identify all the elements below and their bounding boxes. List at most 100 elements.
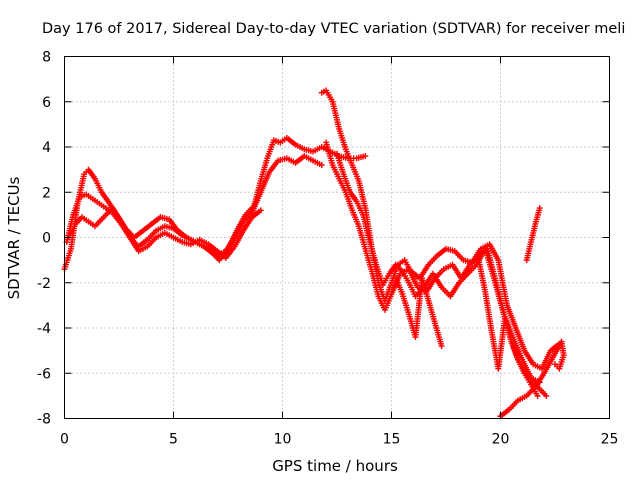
data-trace [522, 372, 533, 386]
axis-ticks [64, 56, 610, 419]
series-track-6 [334, 153, 548, 398]
data-point [362, 205, 369, 212]
data-point [514, 397, 521, 404]
data-trace [133, 229, 145, 240]
data-trace [241, 216, 254, 232]
data-trace [482, 291, 495, 334]
x-tick-label: 0 [60, 432, 69, 448]
data-trace [324, 89, 335, 103]
data-trace [355, 153, 367, 161]
data-point [362, 153, 369, 160]
data-point [412, 334, 419, 341]
data-point [405, 279, 412, 286]
data-trace [224, 236, 237, 253]
data-point [179, 239, 186, 246]
data-point [482, 288, 489, 295]
data-point [558, 338, 565, 345]
data-point [334, 150, 340, 157]
data-trace [87, 220, 96, 228]
data-trace [190, 237, 201, 247]
data-point [451, 248, 458, 255]
data-trace [137, 238, 149, 249]
y-axis-label: SDTVAR / TECUs [5, 176, 23, 299]
data-trace [294, 142, 306, 152]
data-point [530, 361, 537, 368]
y-tick-label: -8 [37, 412, 51, 428]
data-point [205, 241, 212, 248]
data-point [541, 370, 548, 377]
y-tick-label: 0 [42, 231, 51, 247]
data-point [501, 315, 508, 322]
data-point [329, 162, 336, 169]
data-trace [381, 272, 392, 286]
data-point [92, 223, 99, 230]
data-point [301, 153, 308, 160]
data-trace [207, 242, 219, 253]
data-trace [336, 128, 348, 150]
data-point [392, 261, 399, 268]
data-point [248, 214, 255, 221]
data-point [240, 227, 247, 234]
data-trace [62, 248, 74, 270]
data-trace [272, 137, 282, 145]
data-trace [532, 362, 543, 371]
data-point [336, 125, 343, 132]
data-trace [86, 168, 97, 180]
data-trace [406, 268, 420, 289]
data-point [528, 239, 535, 246]
data-trace [232, 220, 246, 239]
data-trace [224, 245, 237, 259]
data-trace [341, 173, 353, 193]
x-tick-labels: 0 5 10 15 20 25 [60, 432, 618, 448]
data-point [552, 361, 558, 368]
data-point [425, 261, 432, 268]
data-trace [285, 136, 297, 147]
series-track-3 [66, 206, 262, 260]
data-trace [215, 249, 228, 260]
data-point [102, 205, 109, 212]
data-point [456, 279, 463, 286]
data-point [240, 218, 247, 225]
y-tick-label: 2 [42, 185, 51, 201]
data-point [475, 257, 482, 264]
data-trace [198, 242, 210, 251]
data-trace [198, 237, 210, 247]
data-point [283, 134, 290, 141]
data-point [368, 268, 375, 275]
data-trace [466, 263, 478, 275]
data-point [447, 293, 454, 300]
data-point [222, 254, 229, 261]
data-point [362, 245, 369, 252]
data-point [347, 189, 354, 196]
data-trace [172, 226, 184, 237]
data-point [266, 168, 273, 175]
data-point [449, 261, 456, 268]
data-trace [433, 267, 446, 280]
data-point [257, 177, 264, 184]
chart-title: Day 176 of 2017, Sidereal Day-to-day VTE… [42, 21, 625, 37]
data-point [231, 243, 238, 250]
x-tick-label: 10 [274, 432, 292, 448]
data-point [100, 214, 107, 221]
data-trace [249, 191, 263, 214]
data-point [157, 214, 164, 221]
data-point [521, 370, 528, 377]
data-point [264, 155, 271, 162]
data-trace [343, 148, 355, 166]
data-point [419, 275, 426, 282]
data-trace [93, 177, 104, 193]
data-point [257, 189, 264, 196]
data-trace [303, 154, 314, 163]
data-trace [457, 272, 470, 284]
data-point [495, 365, 502, 372]
data-trace [507, 399, 520, 411]
data-point [109, 205, 116, 212]
data-point [438, 343, 445, 350]
data-trace [330, 164, 342, 180]
data-point [532, 220, 539, 227]
data-trace [85, 193, 94, 201]
data-trace [504, 304, 518, 329]
data-point [277, 139, 284, 146]
data-point [270, 137, 277, 144]
data-trace [394, 263, 404, 273]
